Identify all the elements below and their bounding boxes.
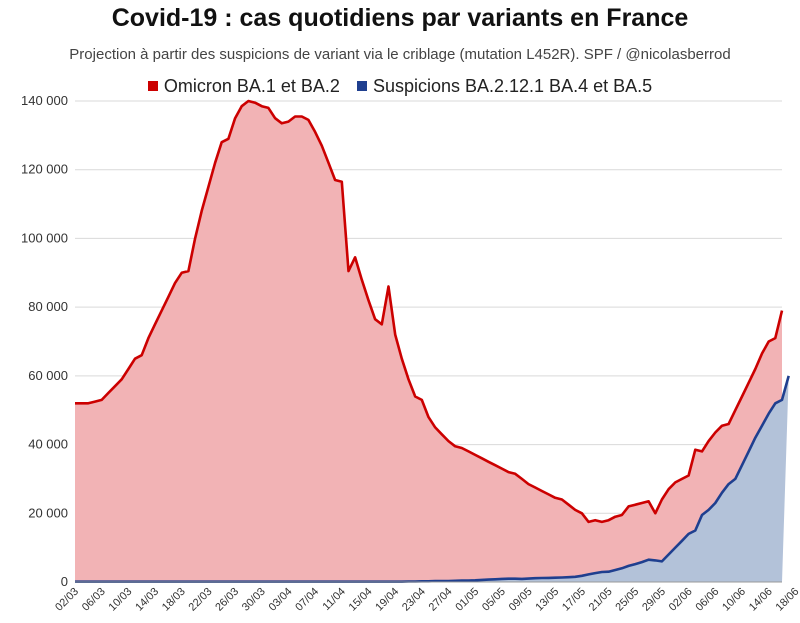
x-tick-label: 01/05 bbox=[453, 586, 481, 614]
y-tick-label: 0 bbox=[61, 574, 68, 589]
x-tick-label: 10/03 bbox=[107, 586, 135, 614]
legend-swatch-omicron bbox=[147, 81, 158, 91]
x-tick-label: 15/04 bbox=[347, 586, 375, 614]
x-tick-label: 18/06 bbox=[774, 586, 800, 614]
legend-swatch-ba5 bbox=[356, 81, 367, 91]
chart-subtitle: Projection à partir des suspicions de va… bbox=[69, 46, 731, 63]
legend-label-omicron: Omicron BA.1 et BA.2 bbox=[163, 75, 340, 96]
x-tick-label: 30/03 bbox=[240, 586, 268, 614]
x-tick-label: 02/06 bbox=[667, 586, 695, 614]
x-tick-label: 06/03 bbox=[80, 586, 108, 614]
x-tick-label: 13/05 bbox=[533, 586, 561, 614]
x-tick-label: 07/04 bbox=[293, 586, 321, 614]
y-tick-label: 100 000 bbox=[21, 230, 68, 245]
x-tick-label: 26/03 bbox=[213, 586, 241, 614]
x-tick-label: 02/03 bbox=[53, 586, 81, 614]
y-tick-label: 20 000 bbox=[28, 505, 68, 520]
x-tick-label: 27/04 bbox=[427, 586, 455, 614]
x-tick-label: 19/04 bbox=[373, 586, 401, 614]
legend-label-ba5: Suspicions BA.2.12.1 BA.4 et BA.5 bbox=[372, 75, 653, 96]
y-tick-label: 120 000 bbox=[21, 162, 68, 177]
x-tick-label: 25/05 bbox=[613, 586, 641, 614]
y-tick-label: 140 000 bbox=[21, 93, 68, 108]
area-layer bbox=[75, 99, 790, 584]
x-tick-label: 18/03 bbox=[160, 586, 188, 614]
y-tick-label: 80 000 bbox=[28, 299, 68, 314]
y-tick-label: 60 000 bbox=[28, 368, 68, 383]
x-tick-label: 06/06 bbox=[693, 586, 721, 614]
x-tick-label: 05/05 bbox=[480, 586, 508, 614]
x-tick-label: 14/06 bbox=[747, 586, 775, 614]
x-tick-label: 17/05 bbox=[560, 586, 588, 614]
series-area-1 bbox=[75, 375, 789, 582]
x-tick-label: 09/05 bbox=[507, 586, 535, 614]
legend-item-ba5: Suspicions BA.2.12.1 BA.4 et BA.5 bbox=[356, 75, 653, 97]
x-tick-label: 11/04 bbox=[321, 586, 348, 613]
legend-item-omicron: Omicron BA.1 et BA.2 bbox=[147, 75, 340, 97]
chart-legend: Omicron BA.1 et BA.2 Suspicions BA.2.12.… bbox=[0, 75, 800, 97]
x-tick-label: 22/03 bbox=[187, 586, 215, 614]
x-tick-label: 10/06 bbox=[720, 586, 748, 614]
series-area-0 bbox=[75, 101, 782, 582]
x-tick-label: 03/04 bbox=[267, 586, 295, 614]
x-tick-label: 21/05 bbox=[587, 586, 615, 614]
series-line-0 bbox=[75, 99, 784, 524]
x-tick-label: 23/04 bbox=[400, 586, 428, 614]
y-tick-label: 40 000 bbox=[28, 437, 68, 452]
chart-title: Covid-19 : cas quotidiens par variants e… bbox=[111, 4, 689, 32]
x-tick-label: 29/05 bbox=[640, 586, 668, 614]
x-tick-label: 14/03 bbox=[133, 586, 161, 614]
